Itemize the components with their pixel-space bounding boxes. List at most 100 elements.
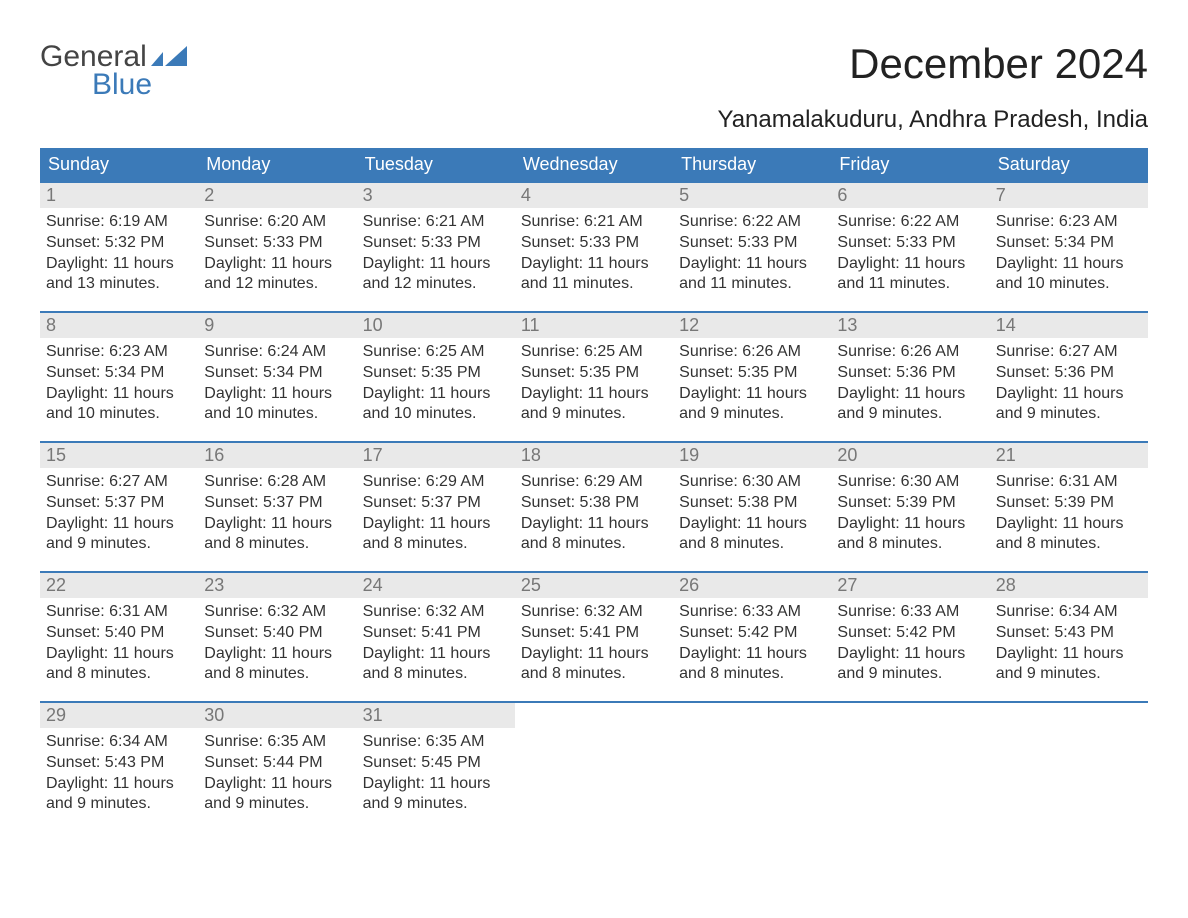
- day-number: 26: [673, 573, 831, 598]
- sunset-line: Sunset: 5:32 PM: [46, 233, 192, 254]
- day-details: Sunrise: 6:34 AMSunset: 5:43 PMDaylight:…: [990, 598, 1148, 695]
- daylight-line: Daylight: 11 hours and 11 minutes.: [521, 254, 667, 296]
- sunset-line: Sunset: 5:35 PM: [363, 363, 509, 384]
- day-details: Sunrise: 6:32 AMSunset: 5:40 PMDaylight:…: [198, 598, 356, 695]
- day-number: 28: [990, 573, 1148, 598]
- daylight-line: Daylight: 11 hours and 8 minutes.: [521, 514, 667, 556]
- daylight-line: Daylight: 11 hours and 9 minutes.: [679, 384, 825, 426]
- sunset-line: Sunset: 5:42 PM: [679, 623, 825, 644]
- day-details: Sunrise: 6:35 AMSunset: 5:45 PMDaylight:…: [357, 728, 515, 825]
- sunrise-line: Sunrise: 6:26 AM: [837, 342, 983, 363]
- sunset-line: Sunset: 5:41 PM: [521, 623, 667, 644]
- day-details: Sunrise: 6:25 AMSunset: 5:35 PMDaylight:…: [357, 338, 515, 435]
- day-number: 12: [673, 313, 831, 338]
- sunset-line: Sunset: 5:34 PM: [996, 233, 1142, 254]
- calendar-cell: 3Sunrise: 6:21 AMSunset: 5:33 PMDaylight…: [357, 181, 515, 311]
- daylight-line: Daylight: 11 hours and 10 minutes.: [46, 384, 192, 426]
- dayname-saturday: Saturday: [990, 148, 1148, 181]
- daylight-line: Daylight: 11 hours and 9 minutes.: [521, 384, 667, 426]
- daylight-line: Daylight: 11 hours and 11 minutes.: [679, 254, 825, 296]
- day-number: 15: [40, 443, 198, 468]
- sunrise-line: Sunrise: 6:35 AM: [204, 732, 350, 753]
- day-number: 20: [831, 443, 989, 468]
- sunset-line: Sunset: 5:33 PM: [204, 233, 350, 254]
- sunrise-line: Sunrise: 6:25 AM: [363, 342, 509, 363]
- sunrise-line: Sunrise: 6:30 AM: [679, 472, 825, 493]
- sunset-line: Sunset: 5:43 PM: [996, 623, 1142, 644]
- day-details: Sunrise: 6:35 AMSunset: 5:44 PMDaylight:…: [198, 728, 356, 825]
- daylight-line: Daylight: 11 hours and 8 minutes.: [679, 644, 825, 686]
- daylight-line: Daylight: 11 hours and 9 minutes.: [363, 774, 509, 816]
- day-details: Sunrise: 6:29 AMSunset: 5:38 PMDaylight:…: [515, 468, 673, 565]
- sunset-line: Sunset: 5:34 PM: [204, 363, 350, 384]
- calendar-cell: 1Sunrise: 6:19 AMSunset: 5:32 PMDaylight…: [40, 181, 198, 311]
- sunset-line: Sunset: 5:33 PM: [363, 233, 509, 254]
- day-number: 27: [831, 573, 989, 598]
- day-details: Sunrise: 6:22 AMSunset: 5:33 PMDaylight:…: [673, 208, 831, 305]
- daylight-line: Daylight: 11 hours and 8 minutes.: [363, 514, 509, 556]
- sunrise-line: Sunrise: 6:30 AM: [837, 472, 983, 493]
- sunrise-line: Sunrise: 6:35 AM: [363, 732, 509, 753]
- calendar-cell: 9Sunrise: 6:24 AMSunset: 5:34 PMDaylight…: [198, 311, 356, 441]
- sunset-line: Sunset: 5:35 PM: [521, 363, 667, 384]
- daylight-line: Daylight: 11 hours and 8 minutes.: [204, 514, 350, 556]
- calendar-cell: 17Sunrise: 6:29 AMSunset: 5:37 PMDayligh…: [357, 441, 515, 571]
- sunrise-line: Sunrise: 6:22 AM: [837, 212, 983, 233]
- calendar-cell: 21Sunrise: 6:31 AMSunset: 5:39 PMDayligh…: [990, 441, 1148, 571]
- sunset-line: Sunset: 5:39 PM: [996, 493, 1142, 514]
- sunrise-line: Sunrise: 6:19 AM: [46, 212, 192, 233]
- sunrise-line: Sunrise: 6:31 AM: [46, 602, 192, 623]
- sunrise-line: Sunrise: 6:33 AM: [679, 602, 825, 623]
- sunset-line: Sunset: 5:35 PM: [679, 363, 825, 384]
- daylight-line: Daylight: 11 hours and 8 minutes.: [521, 644, 667, 686]
- daylight-line: Daylight: 11 hours and 11 minutes.: [837, 254, 983, 296]
- daylight-line: Daylight: 11 hours and 10 minutes.: [204, 384, 350, 426]
- sunset-line: Sunset: 5:34 PM: [46, 363, 192, 384]
- page-title: December 2024: [849, 40, 1148, 88]
- day-details: Sunrise: 6:31 AMSunset: 5:40 PMDaylight:…: [40, 598, 198, 695]
- day-number: 5: [673, 183, 831, 208]
- sunrise-line: Sunrise: 6:27 AM: [996, 342, 1142, 363]
- day-number: 11: [515, 313, 673, 338]
- daylight-line: Daylight: 11 hours and 12 minutes.: [363, 254, 509, 296]
- dayname-monday: Monday: [198, 148, 356, 181]
- calendar-cell: [831, 701, 989, 831]
- day-details: Sunrise: 6:31 AMSunset: 5:39 PMDaylight:…: [990, 468, 1148, 565]
- daylight-line: Daylight: 11 hours and 10 minutes.: [363, 384, 509, 426]
- day-number: 25: [515, 573, 673, 598]
- calendar-cell: [990, 701, 1148, 831]
- sunset-line: Sunset: 5:41 PM: [363, 623, 509, 644]
- dayname-friday: Friday: [831, 148, 989, 181]
- day-details: Sunrise: 6:21 AMSunset: 5:33 PMDaylight:…: [357, 208, 515, 305]
- calendar-cell: 27Sunrise: 6:33 AMSunset: 5:42 PMDayligh…: [831, 571, 989, 701]
- day-details: Sunrise: 6:24 AMSunset: 5:34 PMDaylight:…: [198, 338, 356, 435]
- day-number: 3: [357, 183, 515, 208]
- day-number: 16: [198, 443, 356, 468]
- day-number: 24: [357, 573, 515, 598]
- calendar-cell: 12Sunrise: 6:26 AMSunset: 5:35 PMDayligh…: [673, 311, 831, 441]
- calendar-grid: SundayMondayTuesdayWednesdayThursdayFrid…: [40, 148, 1148, 831]
- day-details: Sunrise: 6:32 AMSunset: 5:41 PMDaylight:…: [357, 598, 515, 695]
- sunrise-line: Sunrise: 6:23 AM: [46, 342, 192, 363]
- calendar-cell: 22Sunrise: 6:31 AMSunset: 5:40 PMDayligh…: [40, 571, 198, 701]
- day-number: 8: [40, 313, 198, 338]
- calendar-cell: [673, 701, 831, 831]
- day-details: Sunrise: 6:20 AMSunset: 5:33 PMDaylight:…: [198, 208, 356, 305]
- sunset-line: Sunset: 5:37 PM: [363, 493, 509, 514]
- day-details: Sunrise: 6:23 AMSunset: 5:34 PMDaylight:…: [990, 208, 1148, 305]
- day-details: Sunrise: 6:19 AMSunset: 5:32 PMDaylight:…: [40, 208, 198, 305]
- day-details: Sunrise: 6:22 AMSunset: 5:33 PMDaylight:…: [831, 208, 989, 305]
- logo: General Blue: [40, 40, 187, 102]
- sunset-line: Sunset: 5:40 PM: [204, 623, 350, 644]
- daylight-line: Daylight: 11 hours and 8 minutes.: [679, 514, 825, 556]
- daylight-line: Daylight: 11 hours and 8 minutes.: [363, 644, 509, 686]
- day-number: 21: [990, 443, 1148, 468]
- daylight-line: Daylight: 11 hours and 9 minutes.: [996, 644, 1142, 686]
- day-details: Sunrise: 6:27 AMSunset: 5:37 PMDaylight:…: [40, 468, 198, 565]
- day-number: 1: [40, 183, 198, 208]
- sunset-line: Sunset: 5:45 PM: [363, 753, 509, 774]
- dayname-wednesday: Wednesday: [515, 148, 673, 181]
- calendar-cell: 4Sunrise: 6:21 AMSunset: 5:33 PMDaylight…: [515, 181, 673, 311]
- sunset-line: Sunset: 5:38 PM: [679, 493, 825, 514]
- calendar-cell: 29Sunrise: 6:34 AMSunset: 5:43 PMDayligh…: [40, 701, 198, 831]
